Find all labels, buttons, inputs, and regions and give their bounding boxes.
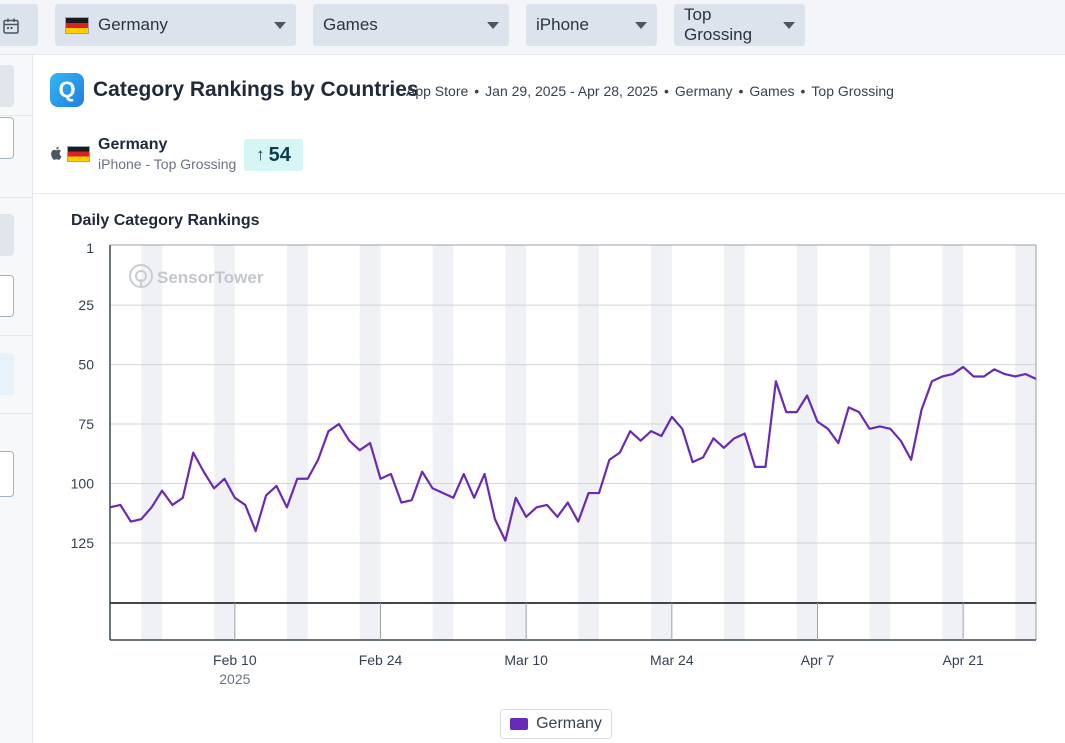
weekend-band bbox=[723, 245, 745, 640]
weekend-band bbox=[141, 245, 163, 640]
arrow-up-icon: ↑ bbox=[256, 145, 265, 164]
chart-type-select[interactable]: Top Grossing bbox=[674, 4, 805, 46]
watermark: SensorTower bbox=[129, 264, 264, 288]
rank-value: 54 bbox=[268, 143, 291, 166]
sidebar-item[interactable] bbox=[0, 65, 14, 107]
weekend-band bbox=[505, 245, 527, 640]
chart-type-select-value: Top Grossing bbox=[684, 5, 753, 44]
sidebar-item[interactable] bbox=[0, 214, 14, 256]
weekend-band bbox=[942, 245, 964, 640]
x-tick-sublabel: 2025 bbox=[219, 671, 250, 687]
x-tick-label: Apr 7 bbox=[801, 652, 835, 668]
filter-bar: Germany Games iPhone Top Grossing bbox=[0, 0, 1065, 55]
y-tick-label: 125 bbox=[71, 535, 95, 551]
summary-subtitle: iPhone - Top Grossing bbox=[98, 156, 237, 172]
divider bbox=[0, 413, 33, 414]
weekend-band bbox=[1015, 245, 1036, 640]
x-tick-label: Mar 10 bbox=[504, 652, 548, 668]
divider bbox=[33, 193, 1065, 194]
date-range-label: Jan 29, 2025 - Apr 28, 2025 bbox=[485, 83, 658, 99]
country-select-value: Germany bbox=[98, 15, 168, 34]
x-tick-label: Feb 10 bbox=[213, 652, 257, 668]
date-picker-button[interactable] bbox=[0, 4, 38, 46]
apple-icon bbox=[51, 146, 62, 160]
sidebar-collapsed bbox=[0, 55, 33, 743]
weekend-band bbox=[651, 245, 672, 640]
chevron-down-icon bbox=[783, 22, 795, 29]
weekend-band bbox=[578, 245, 600, 640]
rank-badge: ↑ 54 bbox=[244, 139, 303, 171]
series-line-germany bbox=[109, 365, 1037, 542]
watermark-text: SensorTower bbox=[157, 268, 264, 287]
chevron-down-icon bbox=[635, 22, 647, 29]
weekend-band bbox=[796, 245, 818, 640]
y-tick-label: 75 bbox=[78, 416, 94, 432]
weekend-band bbox=[286, 245, 308, 640]
y-tick-label: 100 bbox=[71, 476, 95, 492]
category-label: Games bbox=[749, 83, 795, 99]
chevron-down-icon bbox=[274, 22, 286, 29]
divider bbox=[0, 115, 33, 116]
germany-flag-icon bbox=[65, 16, 89, 34]
y-tick-label: 25 bbox=[78, 297, 94, 313]
summary-country: Germany bbox=[98, 136, 168, 153]
category-select-value: Games bbox=[323, 15, 378, 34]
x-tick-label: Apr 21 bbox=[943, 652, 984, 668]
divider bbox=[0, 197, 33, 198]
weekend-band bbox=[432, 245, 454, 640]
sidebar-item[interactable] bbox=[0, 353, 14, 395]
sidebar-input[interactable] bbox=[0, 275, 14, 317]
divider bbox=[0, 335, 33, 336]
country-select[interactable]: Germany bbox=[55, 4, 296, 46]
x-tick-label: Mar 24 bbox=[650, 652, 694, 668]
weekend-band bbox=[869, 245, 891, 640]
device-select-value: iPhone bbox=[536, 15, 589, 34]
app-icon[interactable]: Q bbox=[50, 73, 84, 107]
sidebar-input[interactable] bbox=[0, 451, 14, 497]
country-label: Germany bbox=[674, 83, 733, 99]
germany-flag-icon bbox=[67, 146, 90, 162]
sidebar-input[interactable] bbox=[0, 117, 14, 159]
calendar-icon bbox=[3, 18, 19, 34]
weekend-band bbox=[214, 245, 235, 640]
category-select[interactable]: Games bbox=[313, 4, 509, 46]
y-tick-label: 50 bbox=[78, 357, 94, 373]
chart-title: Daily Category Rankings bbox=[71, 212, 260, 229]
store-label: App Store bbox=[406, 83, 469, 99]
page-subtitle: App Store • Jan 29, 2025 - Apr 28, 2025 • Ge… bbox=[406, 83, 894, 99]
y-tick-label: 1 bbox=[86, 240, 94, 256]
chevron-down-icon bbox=[487, 22, 499, 29]
device-select[interactable]: iPhone bbox=[526, 4, 657, 46]
legend-swatch bbox=[510, 718, 529, 730]
legend-label: Germany bbox=[536, 715, 602, 732]
page-title: Category Rankings by Countries bbox=[93, 78, 419, 101]
legend-item-germany[interactable]: Germany bbox=[500, 709, 612, 739]
chart-label: Top Grossing bbox=[811, 83, 894, 99]
x-tick-label: Feb 24 bbox=[359, 652, 403, 668]
